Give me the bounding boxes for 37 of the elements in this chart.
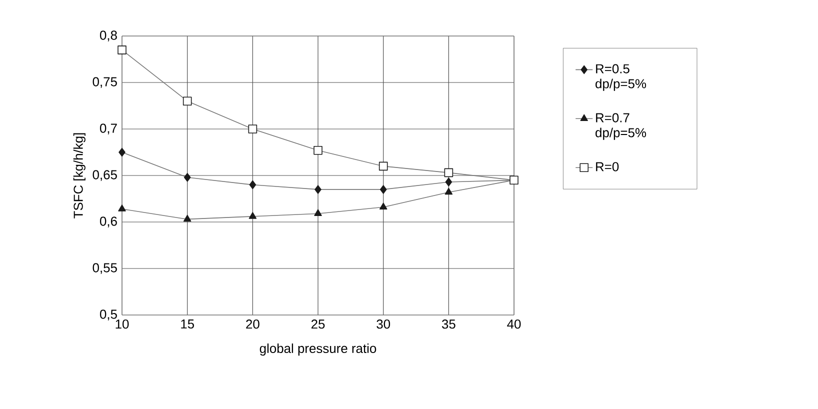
point <box>248 212 257 219</box>
y-tick-label: 0,65 <box>92 170 117 181</box>
x-tick-label: 15 <box>181 320 194 329</box>
x-tick-label: 10 <box>116 320 129 329</box>
y-tick-label: 0,6 <box>100 216 117 228</box>
legend-label: R=0.5 dp/p=5% <box>596 64 646 91</box>
point <box>248 124 258 134</box>
point <box>444 168 454 178</box>
point <box>445 178 452 186</box>
x-tick-label: 40 <box>507 320 521 329</box>
point <box>183 214 192 222</box>
legend-label: R=0.7 dp/p=5% <box>596 113 646 140</box>
y-tick-label: 0,75 <box>92 77 117 88</box>
point <box>314 209 322 216</box>
point <box>182 96 192 106</box>
y-tick-label: 0,5 <box>100 310 117 320</box>
x-axis-title: global pressure ratio <box>260 344 376 356</box>
x-tick-label: 20 <box>246 320 260 329</box>
x-tick-label: 25 <box>311 320 325 329</box>
legend-label: R=0 <box>596 162 619 172</box>
y-tick-label: 0,55 <box>92 263 117 274</box>
point <box>314 185 322 194</box>
point <box>444 188 453 195</box>
point <box>118 148 126 157</box>
x-tick-label: 35 <box>442 320 456 329</box>
y-tick-label: 0,7 <box>100 124 117 134</box>
point <box>380 185 387 194</box>
y-axis-title: TSFC [kg/h/kg] <box>73 133 86 218</box>
point <box>378 162 388 171</box>
point <box>184 172 191 182</box>
point <box>379 202 388 210</box>
point <box>314 146 322 155</box>
point <box>249 180 256 190</box>
point <box>118 46 126 54</box>
point <box>118 204 126 212</box>
y-tick-label: 0,8 <box>100 30 117 42</box>
x-tick-label: 30 <box>376 320 390 329</box>
